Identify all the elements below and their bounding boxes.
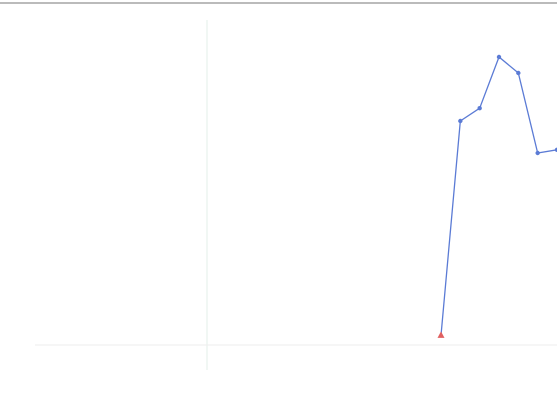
point-marker (516, 70, 521, 76)
point-marker (496, 54, 502, 60)
point-marker (458, 118, 463, 124)
point-marker (535, 150, 540, 156)
point-marker (477, 106, 482, 111)
point-marker (437, 331, 445, 338)
series-line (440, 55, 557, 336)
point-marker (554, 147, 557, 152)
